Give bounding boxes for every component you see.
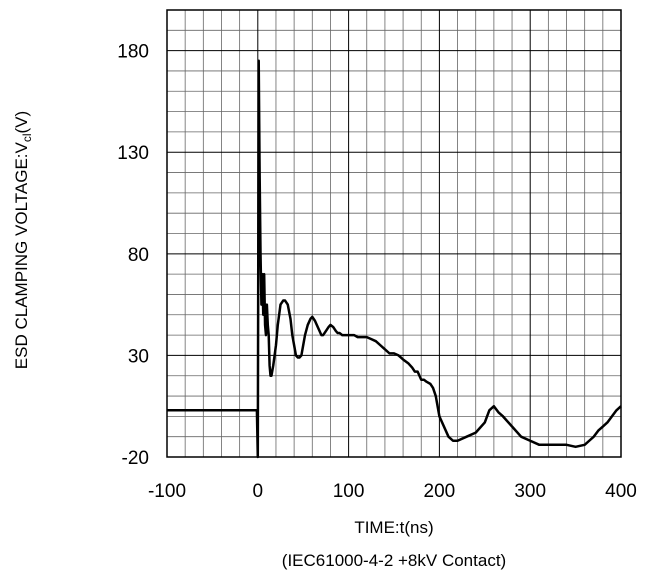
- chart-caption: (IEC61000-4-2 +8kV Contact): [282, 551, 506, 570]
- y-tick-labels: -20 30 80 130 180: [117, 42, 149, 469]
- x-axis-label: TIME:t(ns): [354, 518, 433, 537]
- x-tick-label: 400: [605, 481, 637, 502]
- series-line: [167, 59, 622, 459]
- x-tick-label: 0: [253, 481, 264, 502]
- minor-gridlines: [167, 9, 621, 457]
- y-tick-label: 130: [117, 143, 149, 164]
- x-tick-label: -100: [148, 481, 186, 502]
- x-tick-label: 100: [333, 481, 365, 502]
- plot-frame: [166, 9, 622, 458]
- y-axis-label: ESD CLAMPING VOLTAGE:Vcl(V): [12, 111, 34, 369]
- x-tick-label: 300: [514, 481, 546, 502]
- x-tick-label: 200: [424, 481, 456, 502]
- y-tick-label: 180: [117, 42, 149, 63]
- y-tick-label: 30: [128, 346, 149, 367]
- y-tick-label: 80: [128, 245, 149, 266]
- y-tick-label: -20: [122, 448, 149, 469]
- x-tick-labels: -100 0 100 200 300 400: [148, 481, 637, 502]
